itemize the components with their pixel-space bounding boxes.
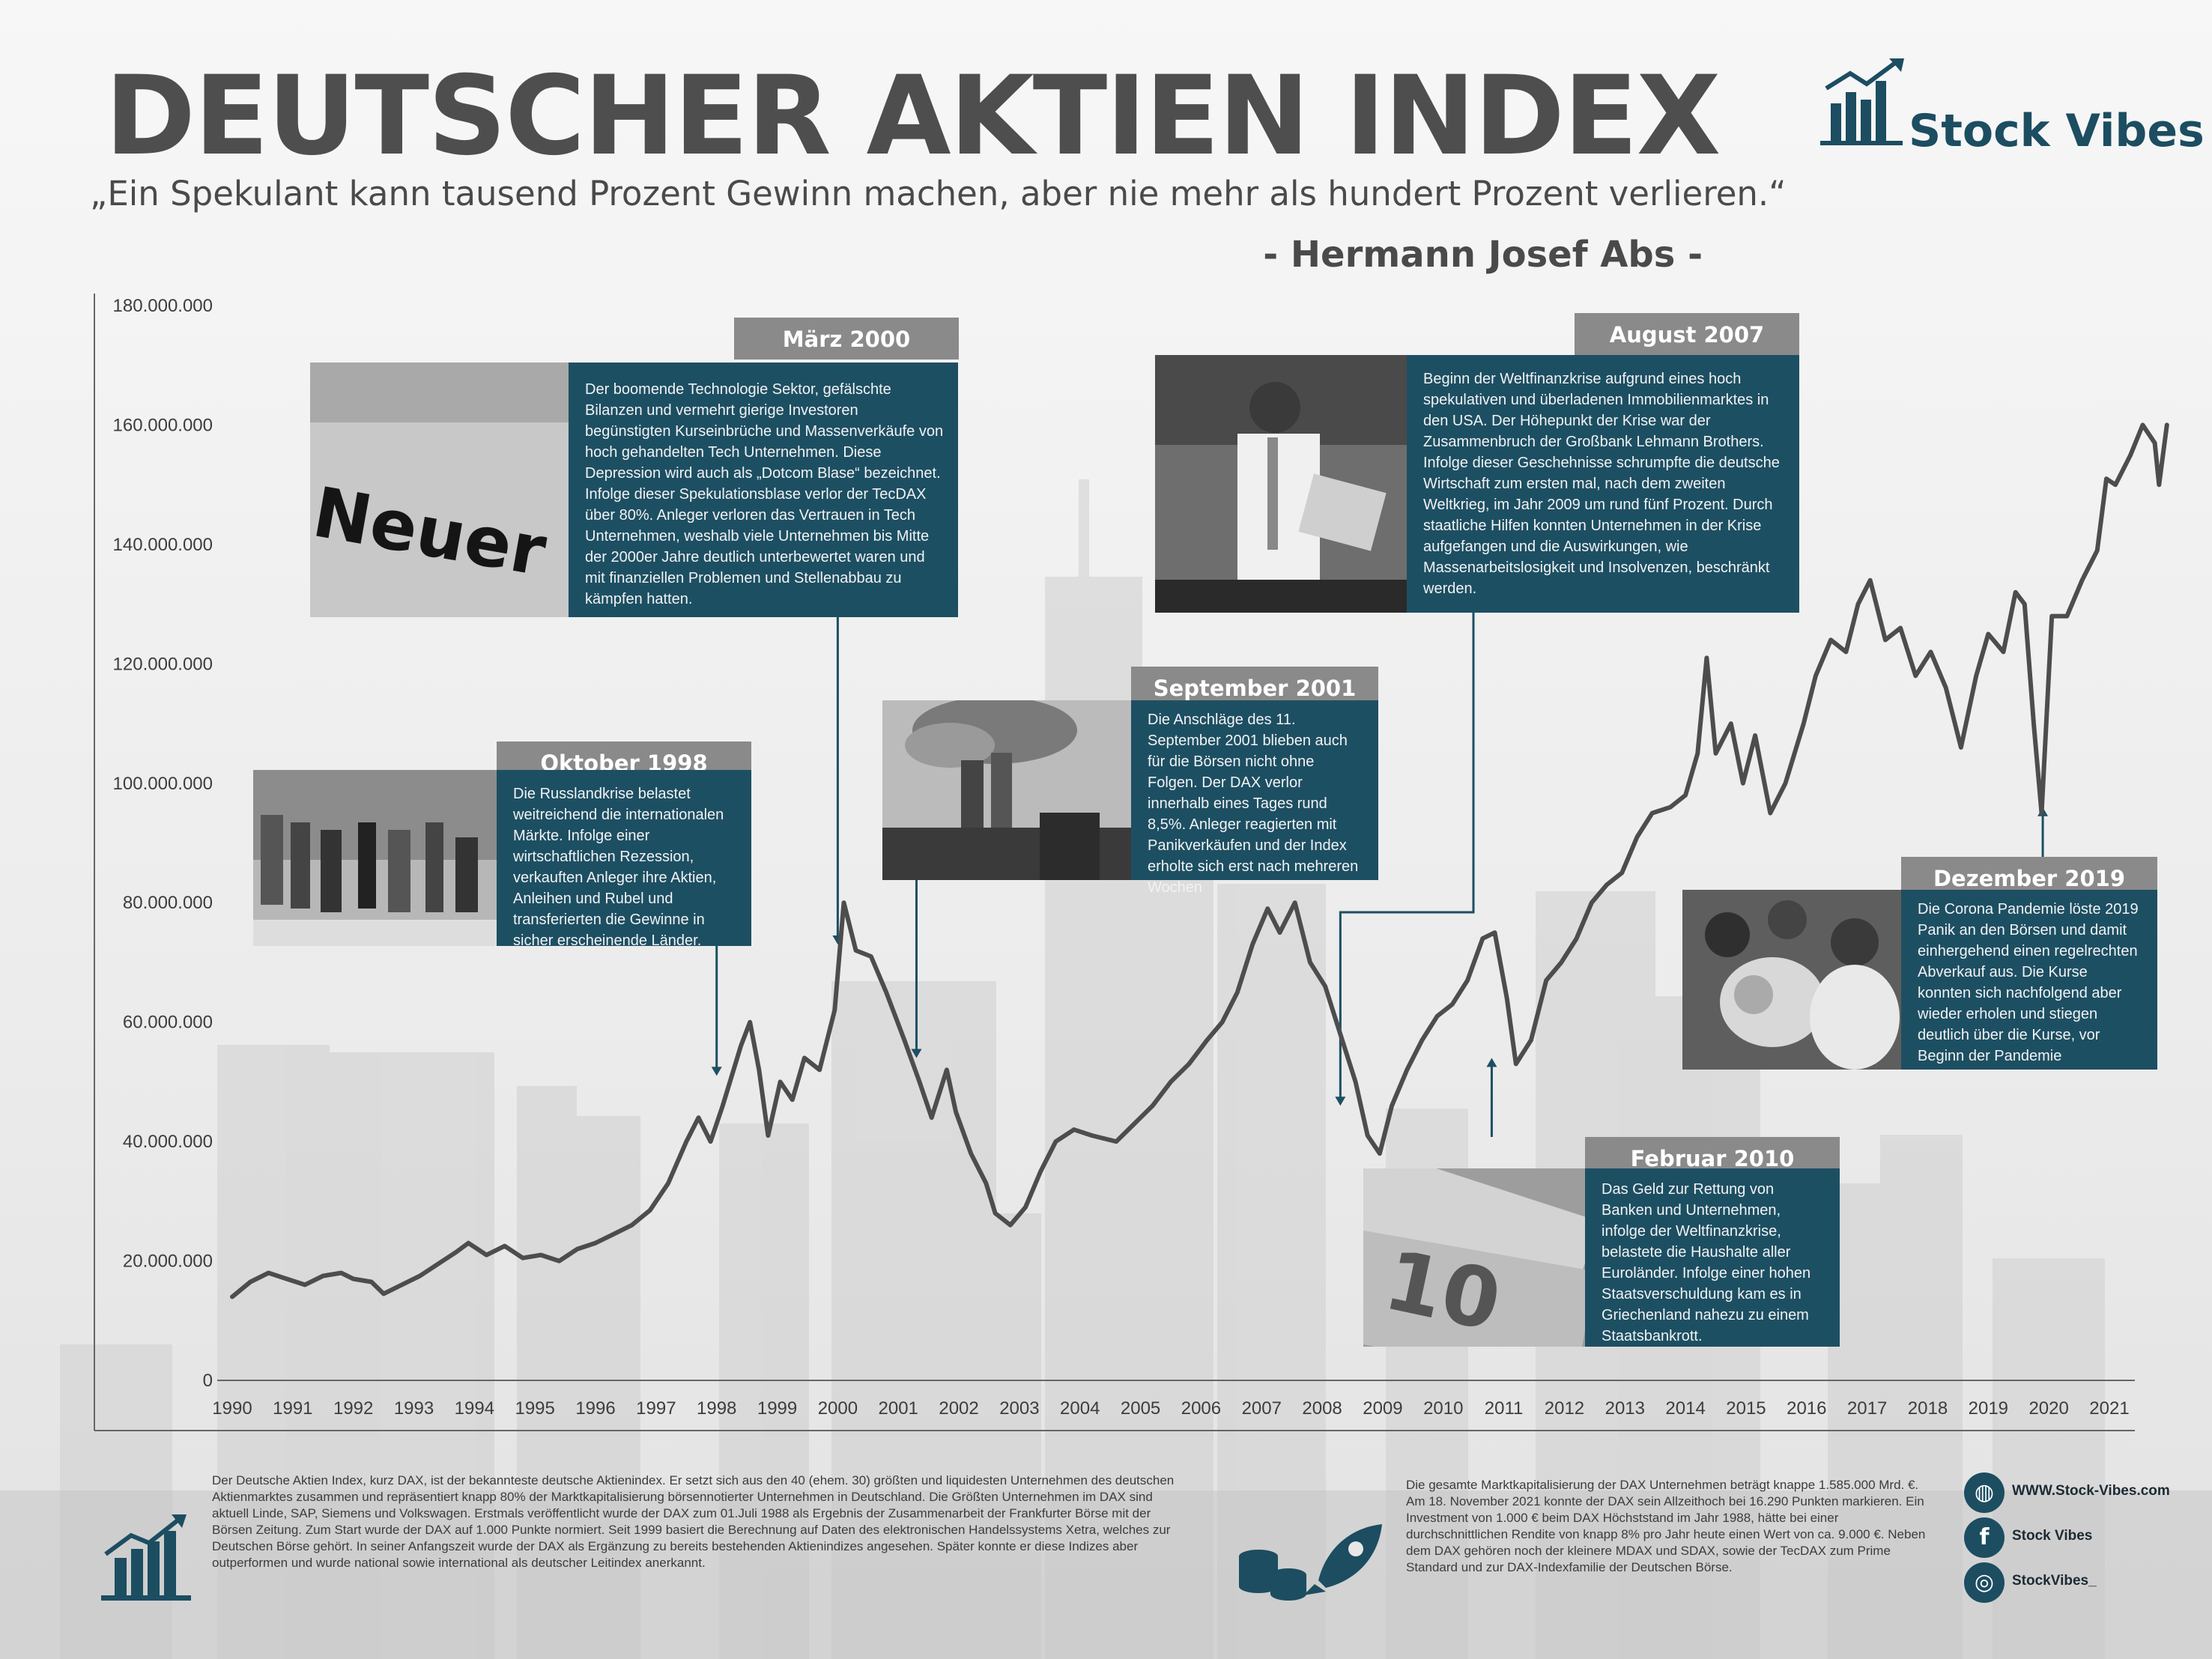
x-tick-label: 1997 xyxy=(636,1398,676,1419)
x-tick-label: 2021 xyxy=(2089,1398,2129,1419)
stock-chart-logo-icon xyxy=(101,1514,191,1601)
x-tick-label: 2014 xyxy=(1665,1398,1705,1419)
x-tick-label: 2000 xyxy=(818,1398,858,1419)
x-tick-label: 1998 xyxy=(697,1398,736,1419)
event-description: Die Anschläge des 11. September 2001 bli… xyxy=(1131,700,1378,896)
x-tick-label: 2011 xyxy=(1485,1398,1524,1419)
x-tick-label: 2010 xyxy=(1423,1398,1463,1419)
x-tick-label: 2002 xyxy=(939,1398,978,1419)
dax-series-line xyxy=(230,422,2169,1299)
y-tick-label: 120.000.000 xyxy=(113,654,213,674)
coins-icon xyxy=(1239,1550,1306,1601)
facebook-link[interactable]: Stock Vibes xyxy=(2012,1528,2093,1544)
x-tick-label: 1996 xyxy=(575,1398,615,1419)
y-tick-label: 20.000.000 xyxy=(123,1252,213,1272)
x-tick-label: 1991 xyxy=(273,1398,312,1419)
quote-author: - Hermann Josef Abs - xyxy=(1263,234,1703,276)
globe-icon: ◍ xyxy=(1964,1473,2005,1513)
dax-market-facts-text: Die gesamte Marktkapitalisierung der DAX… xyxy=(1406,1478,1926,1574)
x-tick-label: 2016 xyxy=(1787,1398,1826,1419)
euro-banknotes-photo: 10 xyxy=(1363,1168,1585,1347)
x-tick-label: 1990 xyxy=(212,1398,252,1419)
bar-chart-logo-icon xyxy=(1820,58,1904,145)
x-tick-label: 1995 xyxy=(515,1398,554,1419)
event-description: Der boomende Technologie Sektor, gefälsc… xyxy=(569,363,958,617)
event-title: August 2007 xyxy=(1575,313,1799,355)
pandemic-crowd-photo xyxy=(1682,890,1901,1070)
y-tick-label: 40.000.000 xyxy=(123,1132,213,1152)
x-tick-label: 2001 xyxy=(879,1398,918,1419)
x-tick-label: 2018 xyxy=(1908,1398,1948,1419)
x-tick-label: 1992 xyxy=(333,1398,373,1419)
event-description: Das Geld zur Rettung von Banken und Unte… xyxy=(1585,1168,1840,1347)
event-description: Beginn der Weltfinanzkrise aufgrund eine… xyxy=(1407,355,1799,613)
x-tick-label: 1999 xyxy=(757,1398,797,1419)
instagram-icon: ◎ xyxy=(1964,1562,2005,1603)
y-tick-label: 60.000.000 xyxy=(123,1013,213,1033)
dax-description-text: Der Deutsche Aktien Index, kurz DAX, ist… xyxy=(212,1473,1175,1570)
neuer-markt-photo: Neuer Markt xyxy=(310,363,569,617)
svg-text:10: 10 xyxy=(1377,1232,1509,1347)
x-tick-label: 2005 xyxy=(1121,1398,1160,1419)
event-description: Die Corona Pandemie löste 2019 Panik an … xyxy=(1901,890,2157,1070)
x-tick-label: 1994 xyxy=(455,1398,494,1419)
website-link[interactable]: WWW.Stock-Vibes.com xyxy=(2012,1483,2170,1499)
event-arrowhead xyxy=(711,1067,722,1076)
y-tick-label: 160.000.000 xyxy=(113,415,213,435)
event-arrowhead xyxy=(911,1049,922,1058)
y-tick-label: 140.000.000 xyxy=(113,535,213,555)
lehman-employee-photo xyxy=(1155,355,1407,613)
y-tick-label: 100.000.000 xyxy=(113,774,213,794)
x-tick-label: 2015 xyxy=(1726,1398,1766,1419)
x-tick-label: 2003 xyxy=(999,1398,1039,1419)
event-title: März 2000 xyxy=(734,318,959,360)
x-tick-label: 2013 xyxy=(1605,1398,1645,1419)
quote-text: „Ein Spekulant kann tausend Prozent Gewi… xyxy=(90,174,1787,213)
x-tick-label: 1993 xyxy=(394,1398,434,1419)
x-tick-label: 2007 xyxy=(1242,1398,1282,1419)
event-arrowhead xyxy=(1335,1097,1346,1106)
event-description: Die Russlandkrise belastet weitreichend … xyxy=(497,770,751,949)
x-tick-label: 2020 xyxy=(2028,1398,2068,1419)
market-stalls-photo xyxy=(253,770,500,946)
world-trade-center-photo xyxy=(882,700,1131,880)
rocket-icon xyxy=(1303,1524,1382,1595)
x-tick-label: 2019 xyxy=(1969,1398,2008,1419)
x-tick-label: 2008 xyxy=(1302,1398,1342,1419)
x-tick-label: 2012 xyxy=(1545,1398,1584,1419)
event-arrowhead xyxy=(1486,1058,1497,1067)
y-tick-label: 0 xyxy=(203,1371,213,1391)
x-tick-label: 2017 xyxy=(1847,1398,1887,1419)
page-title: DEUTSCHER AKTIEN INDEX xyxy=(105,52,1721,180)
x-tick-label: 2004 xyxy=(1060,1398,1100,1419)
instagram-link[interactable]: StockVibes_ xyxy=(2012,1573,2097,1589)
y-tick-label: 180.000.000 xyxy=(113,296,213,316)
event-connector xyxy=(1339,613,1475,1102)
x-tick-label: 2006 xyxy=(1181,1398,1221,1419)
brand-name: Stock Vibes xyxy=(1909,105,2205,157)
x-tick-label: 2009 xyxy=(1363,1398,1402,1419)
facebook-icon: f xyxy=(1964,1517,2005,1558)
y-tick-label: 80.000.000 xyxy=(123,893,213,913)
